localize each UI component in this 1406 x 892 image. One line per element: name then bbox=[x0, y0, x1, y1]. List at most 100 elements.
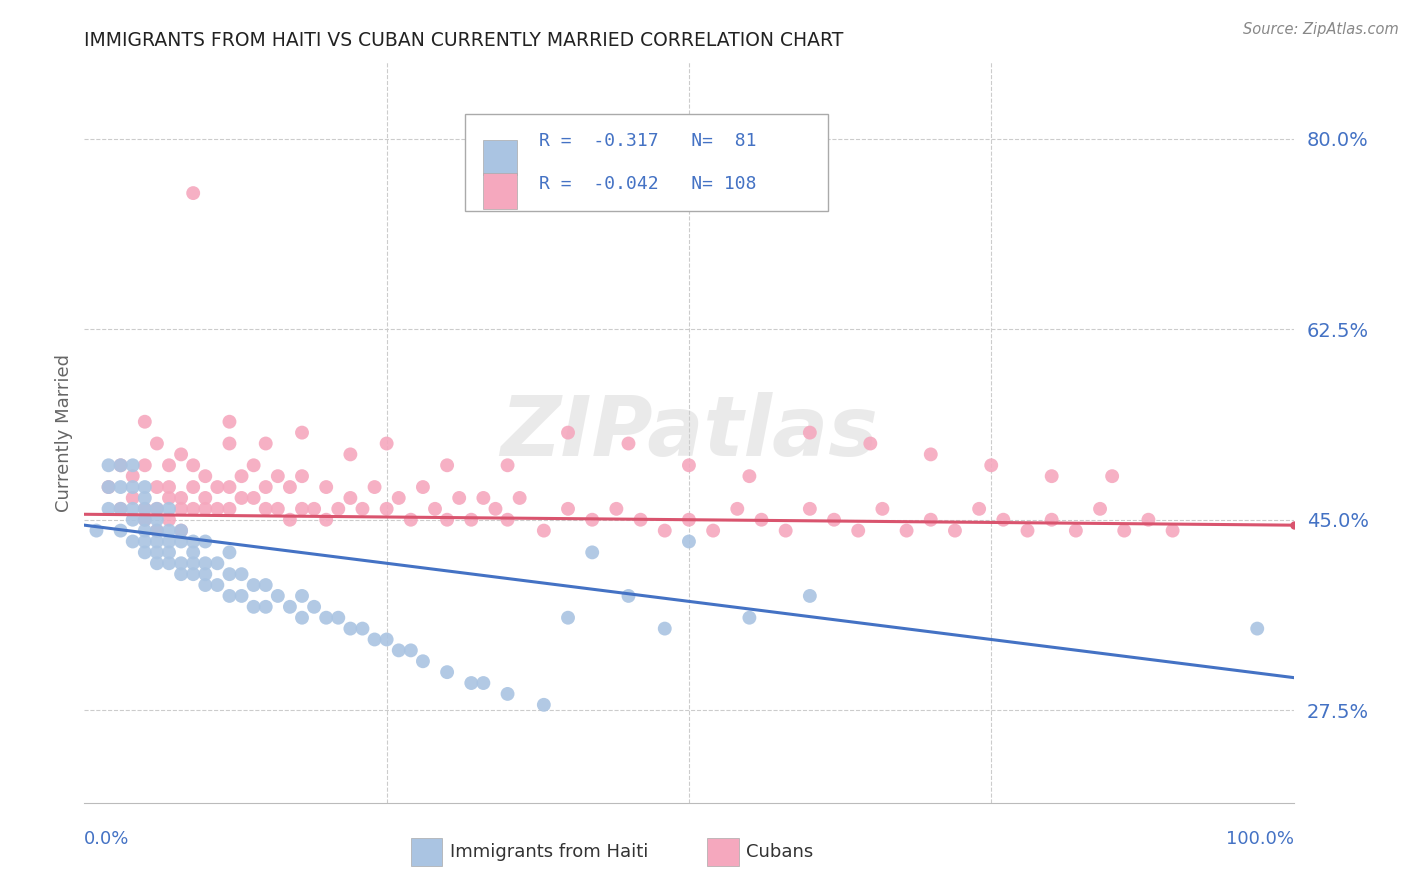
Immigrants from Haiti bbox=[363, 632, 385, 647]
Cubans bbox=[1114, 524, 1136, 538]
Cubans bbox=[436, 458, 458, 473]
Cubans bbox=[799, 501, 821, 516]
Cubans bbox=[920, 447, 942, 461]
Immigrants from Haiti bbox=[218, 567, 240, 582]
Cubans bbox=[134, 458, 156, 473]
Cubans bbox=[267, 501, 290, 516]
Immigrants from Haiti bbox=[375, 632, 398, 647]
Cubans bbox=[170, 501, 193, 516]
Immigrants from Haiti bbox=[339, 622, 361, 636]
Immigrants from Haiti bbox=[146, 534, 169, 549]
Immigrants from Haiti bbox=[242, 578, 264, 592]
Immigrants from Haiti bbox=[218, 589, 240, 603]
Immigrants from Haiti bbox=[110, 458, 132, 473]
Immigrants from Haiti bbox=[134, 545, 156, 559]
Immigrants from Haiti bbox=[134, 491, 156, 505]
Cubans bbox=[121, 491, 143, 505]
Cubans bbox=[181, 186, 204, 200]
Immigrants from Haiti bbox=[738, 611, 761, 625]
Cubans bbox=[291, 501, 314, 516]
Immigrants from Haiti bbox=[231, 589, 253, 603]
Immigrants from Haiti bbox=[110, 480, 132, 494]
Immigrants from Haiti bbox=[157, 501, 180, 516]
Cubans bbox=[678, 513, 700, 527]
Cubans bbox=[581, 513, 603, 527]
Cubans bbox=[110, 458, 132, 473]
Cubans bbox=[1088, 501, 1111, 516]
Immigrants from Haiti bbox=[557, 611, 579, 625]
Immigrants from Haiti bbox=[291, 611, 314, 625]
Cubans bbox=[218, 480, 240, 494]
Cubans bbox=[170, 524, 193, 538]
Cubans bbox=[496, 513, 519, 527]
Immigrants from Haiti bbox=[146, 556, 169, 570]
Immigrants from Haiti bbox=[194, 556, 217, 570]
Text: 0.0%: 0.0% bbox=[84, 830, 129, 848]
Cubans bbox=[1040, 469, 1063, 483]
Immigrants from Haiti bbox=[134, 524, 156, 538]
Cubans bbox=[146, 501, 169, 516]
Cubans bbox=[254, 436, 277, 450]
Immigrants from Haiti bbox=[388, 643, 411, 657]
Cubans bbox=[181, 458, 204, 473]
Immigrants from Haiti bbox=[242, 599, 264, 614]
Cubans bbox=[388, 491, 411, 505]
Cubans bbox=[218, 436, 240, 450]
Cubans bbox=[207, 501, 229, 516]
Immigrants from Haiti bbox=[267, 589, 290, 603]
Cubans bbox=[823, 513, 845, 527]
Immigrants from Haiti bbox=[146, 524, 169, 538]
Cubans bbox=[678, 458, 700, 473]
Y-axis label: Currently Married: Currently Married bbox=[55, 353, 73, 512]
Immigrants from Haiti bbox=[436, 665, 458, 680]
Immigrants from Haiti bbox=[97, 480, 120, 494]
Cubans bbox=[231, 491, 253, 505]
Cubans bbox=[363, 480, 385, 494]
Immigrants from Haiti bbox=[134, 534, 156, 549]
FancyBboxPatch shape bbox=[465, 114, 828, 211]
Immigrants from Haiti bbox=[302, 599, 325, 614]
Cubans bbox=[291, 425, 314, 440]
Immigrants from Haiti bbox=[315, 611, 337, 625]
Cubans bbox=[170, 447, 193, 461]
Immigrants from Haiti bbox=[181, 556, 204, 570]
Cubans bbox=[278, 513, 301, 527]
Cubans bbox=[412, 480, 434, 494]
Cubans bbox=[315, 480, 337, 494]
Cubans bbox=[375, 436, 398, 450]
Immigrants from Haiti bbox=[181, 545, 204, 559]
Immigrants from Haiti bbox=[146, 501, 169, 516]
Immigrants from Haiti bbox=[194, 567, 217, 582]
Cubans bbox=[231, 469, 253, 483]
Immigrants from Haiti bbox=[146, 545, 169, 559]
Cubans bbox=[242, 458, 264, 473]
Cubans bbox=[254, 480, 277, 494]
Text: Source: ZipAtlas.com: Source: ZipAtlas.com bbox=[1243, 22, 1399, 37]
Cubans bbox=[218, 415, 240, 429]
Cubans bbox=[775, 524, 797, 538]
Cubans bbox=[920, 513, 942, 527]
Immigrants from Haiti bbox=[460, 676, 482, 690]
Cubans bbox=[375, 501, 398, 516]
Immigrants from Haiti bbox=[121, 480, 143, 494]
Cubans bbox=[157, 513, 180, 527]
Cubans bbox=[509, 491, 531, 505]
Cubans bbox=[533, 524, 555, 538]
Text: 100.0%: 100.0% bbox=[1226, 830, 1294, 848]
Text: Cubans: Cubans bbox=[745, 843, 813, 861]
Immigrants from Haiti bbox=[157, 556, 180, 570]
Cubans bbox=[472, 491, 495, 505]
FancyBboxPatch shape bbox=[484, 173, 517, 209]
Cubans bbox=[1101, 469, 1123, 483]
Cubans bbox=[993, 513, 1015, 527]
Cubans bbox=[157, 480, 180, 494]
Cubans bbox=[630, 513, 652, 527]
Cubans bbox=[423, 501, 446, 516]
Immigrants from Haiti bbox=[181, 534, 204, 549]
Cubans bbox=[1064, 524, 1087, 538]
Cubans bbox=[872, 501, 894, 516]
Text: IMMIGRANTS FROM HAITI VS CUBAN CURRENTLY MARRIED CORRELATION CHART: IMMIGRANTS FROM HAITI VS CUBAN CURRENTLY… bbox=[84, 30, 844, 50]
Immigrants from Haiti bbox=[121, 458, 143, 473]
Immigrants from Haiti bbox=[134, 501, 156, 516]
Immigrants from Haiti bbox=[352, 622, 374, 636]
